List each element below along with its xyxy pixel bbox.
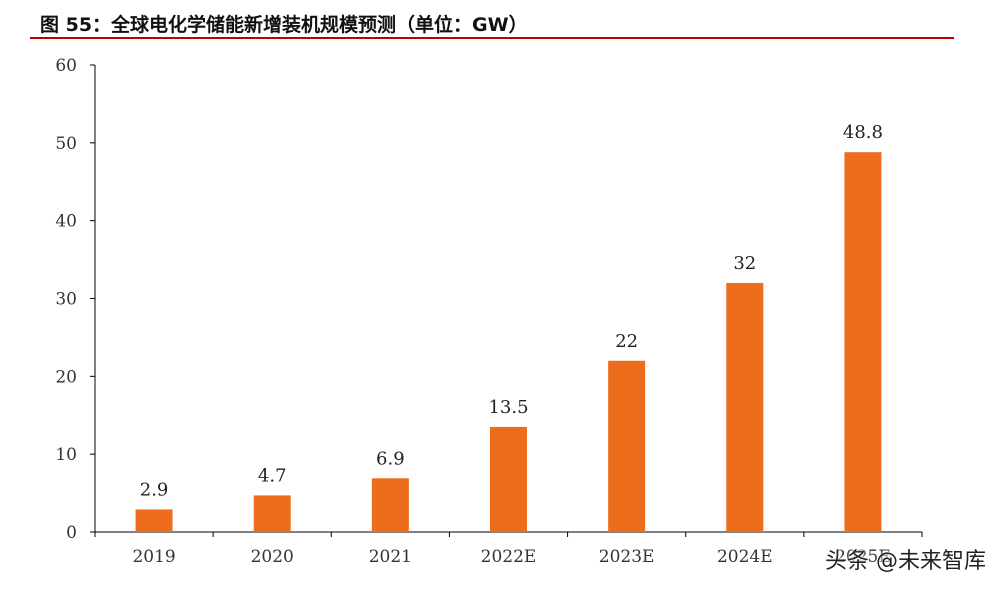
x-tick-label: 2024E xyxy=(717,547,773,567)
bar-2019 xyxy=(135,509,173,532)
x-tick-label: 2023E xyxy=(599,547,655,567)
chart-bars xyxy=(135,152,882,532)
data-label: 2.9 xyxy=(140,479,169,500)
bar-2023e xyxy=(608,360,646,532)
y-tick-label: 30 xyxy=(55,290,77,310)
bar-2022e xyxy=(490,426,527,532)
x-tick-label: 2019 xyxy=(132,547,175,567)
x-tick-label: 2022E xyxy=(481,547,537,567)
y-tick-label: 0 xyxy=(66,523,77,543)
chart-title: 图 55：全球电化学储能新增装机规模预测（单位：GW） xyxy=(40,14,528,36)
x-tick-label: 2020 xyxy=(251,547,294,567)
y-tick-label: 10 xyxy=(55,445,77,465)
data-label: 32 xyxy=(733,253,756,274)
data-label: 13.5 xyxy=(488,397,528,418)
data-label: 4.7 xyxy=(258,465,287,486)
title-underline xyxy=(30,37,954,39)
bar-2021 xyxy=(371,478,409,532)
y-tick-label: 60 xyxy=(55,56,77,76)
bar-2025e xyxy=(844,152,882,532)
x-tick-label: 2025E xyxy=(835,547,891,567)
chart-labels: 0 10 20 30 40 50 60 2.9 2019 4.7 2020 6.9 2021 13.5 20… xyxy=(55,56,890,567)
bar-2024e xyxy=(726,282,764,532)
y-tick-label: 50 xyxy=(55,134,77,154)
x-tick-label: 2021 xyxy=(369,547,412,567)
bar-2020 xyxy=(253,495,291,532)
y-tick-label: 20 xyxy=(55,367,77,387)
watermark: 头条 @未来智库 xyxy=(825,549,986,574)
y-tick-label: 40 xyxy=(55,212,77,232)
data-label: 6.9 xyxy=(376,448,405,469)
data-label: 48.8 xyxy=(843,122,883,143)
data-label: 22 xyxy=(615,331,638,352)
